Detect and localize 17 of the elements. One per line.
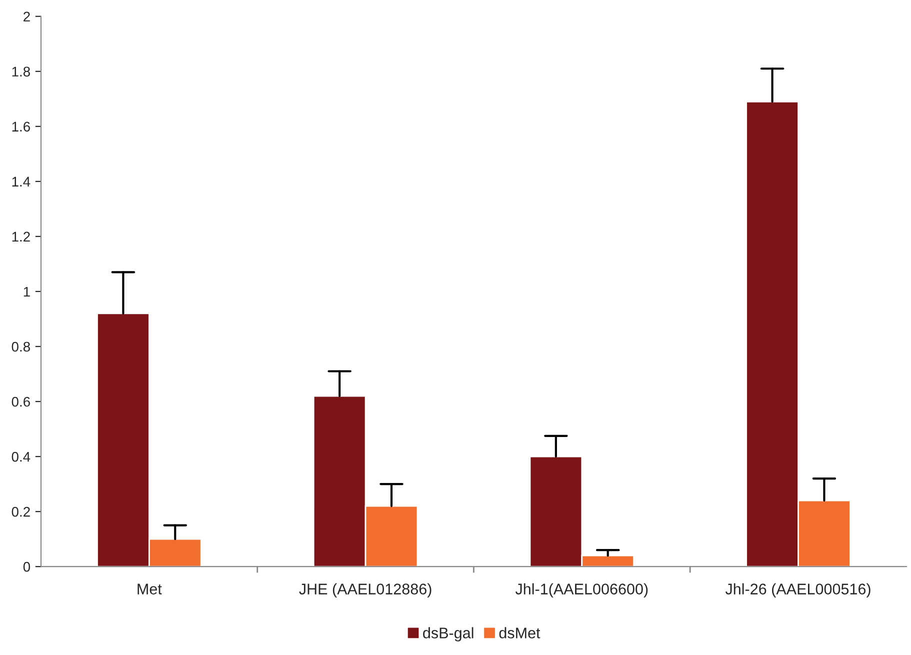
y-tick-label: 0 bbox=[23, 562, 30, 572]
x-tick-label: Jhl-26 (AAEL000516) bbox=[725, 583, 870, 598]
y-tick-label: 1.6 bbox=[12, 122, 30, 132]
x-tick-label: JHE (AAEL012886) bbox=[299, 583, 432, 598]
y-tick-label: 0.4 bbox=[12, 452, 30, 462]
y-tick-label: 2 bbox=[24, 12, 30, 22]
y-tick-label: 0.8 bbox=[12, 342, 30, 352]
legend-label: dsB-gal bbox=[423, 627, 474, 642]
y-tick-label: 0.2 bbox=[12, 506, 30, 517]
y-tick-label: 1 bbox=[24, 286, 30, 297]
y-tick-label: 0.6 bbox=[12, 396, 30, 407]
y-tick-label: 1.8 bbox=[12, 66, 30, 77]
legend-label: dsMet bbox=[499, 627, 540, 638]
x-tick-label: Met bbox=[138, 584, 162, 594]
y-tick-label: 1.4 bbox=[12, 176, 30, 186]
y-tick-label: 1.2 bbox=[12, 232, 30, 242]
x-tick-label: Jhl-1(AAEL006600) bbox=[515, 583, 648, 598]
